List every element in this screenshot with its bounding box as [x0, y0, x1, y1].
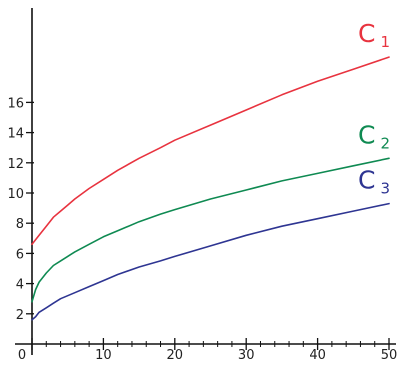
y-tick-label: 14: [7, 127, 24, 142]
y-tick-label: 4: [16, 278, 24, 293]
curve-c2: [31, 157, 390, 303]
y-ticks: 2 4 6 8 10 12 14 16: [7, 96, 34, 323]
x-tick-label: 40: [309, 348, 326, 363]
curves: [31, 56, 390, 321]
x-tick-label: 50: [381, 348, 398, 363]
axes: [15, 8, 396, 355]
y-tick-label: 6: [16, 247, 24, 262]
y-tick-label: 2: [16, 308, 24, 323]
y-tick-label: 16: [7, 96, 24, 111]
y-tick-label: 10: [7, 187, 24, 202]
curve-c1: [31, 56, 390, 246]
x-tick-label: 0: [18, 348, 26, 363]
x-minor-ticks: [45, 341, 376, 347]
y-tick-label: 8: [16, 217, 24, 232]
curve-c3: [31, 202, 390, 321]
x-ticks: 0 10 20 30 40 50: [18, 338, 397, 363]
curve-labels: C 1 C 2 C 3: [358, 19, 390, 197]
x-tick-label: 10: [95, 348, 112, 363]
x-tick-label: 30: [238, 348, 255, 363]
y-tick-label: 12: [7, 157, 24, 172]
x-tick-label: 20: [167, 348, 184, 363]
